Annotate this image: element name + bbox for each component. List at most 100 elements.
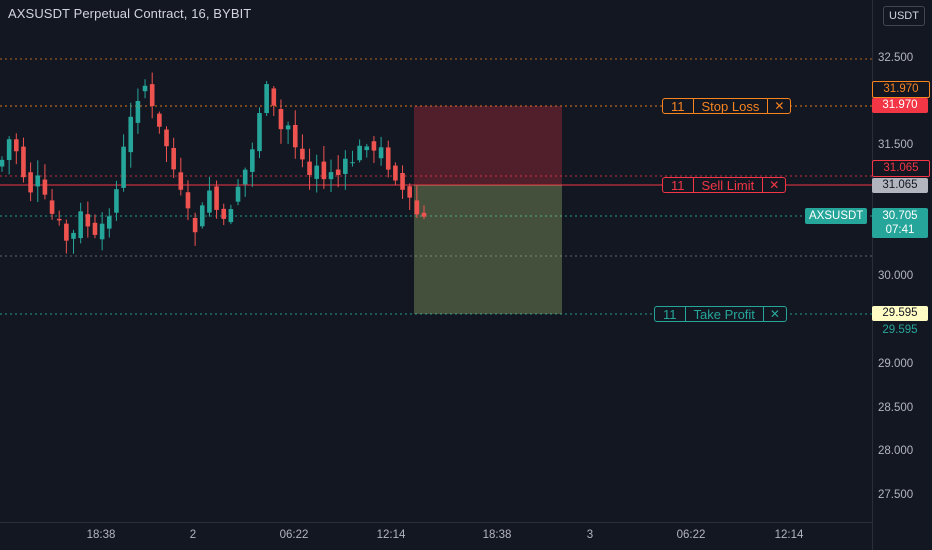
- take-profit-axis-label: 29.595: [872, 306, 928, 321]
- candle-body: [106, 216, 112, 229]
- candle-body: [171, 147, 176, 170]
- candle-body: [228, 209, 234, 223]
- stop-loss-order[interactable]: 11 Stop Loss ✕: [662, 98, 792, 114]
- stop-loss-qty[interactable]: 11: [663, 99, 694, 114]
- candle-body: [292, 124, 298, 148]
- price-lines: [0, 58, 872, 315]
- sell-limit-qty[interactable]: 11: [663, 178, 694, 193]
- candle-body: [242, 169, 248, 185]
- price-tick: 28.000: [878, 445, 914, 457]
- candle-body: [207, 190, 212, 213]
- candle-body: [335, 169, 341, 176]
- candle-body: [264, 84, 269, 114]
- candle-body: [92, 222, 98, 235]
- price-chart[interactable]: [0, 0, 872, 522]
- candle-body: [99, 223, 105, 240]
- candle-body: [178, 172, 184, 190]
- price-axis[interactable]: [872, 0, 932, 550]
- candle-body: [149, 84, 155, 107]
- reward-zone: [414, 185, 562, 314]
- candle-body: [42, 179, 48, 195]
- candle-body: [64, 223, 69, 241]
- time-tick: 12:14: [774, 529, 804, 541]
- stop-loss-close-icon[interactable]: ✕: [767, 99, 790, 113]
- candle-body: [0, 159, 5, 167]
- candle-body: [300, 148, 305, 160]
- time-tick: 12:14: [376, 529, 406, 541]
- candle-body: [71, 232, 76, 239]
- candle-body: [250, 149, 255, 172]
- candles: [0, 72, 427, 254]
- price-tick: 27.500: [878, 489, 914, 501]
- candle-body: [128, 116, 134, 153]
- stop-loss-axis-label: 31.970: [872, 98, 928, 113]
- candle-body: [393, 165, 398, 181]
- candle-body: [343, 158, 348, 174]
- candle-body: [257, 113, 262, 152]
- price-tick: 30.000: [878, 270, 914, 282]
- candle-body: [278, 109, 284, 130]
- take-profit-axis-outline: 29.595: [882, 324, 918, 336]
- risk-zone: [414, 106, 562, 185]
- sell-limit-close-icon[interactable]: ✕: [762, 178, 785, 192]
- candle-body: [199, 205, 205, 227]
- candle-body: [307, 161, 312, 175]
- candle-body: [164, 129, 169, 147]
- price-tick: 29.000: [878, 358, 914, 370]
- candle-body: [185, 192, 191, 209]
- take-profit-close-icon[interactable]: ✕: [762, 307, 786, 321]
- candle-body: [414, 200, 420, 215]
- candle-body: [135, 100, 141, 123]
- stop-loss-label[interactable]: Stop Loss: [701, 98, 760, 114]
- candle-body: [142, 85, 148, 92]
- time-tick: 06:22: [676, 529, 706, 541]
- bar-countdown: 07:41: [885, 224, 915, 236]
- time-tick: 2: [189, 529, 197, 541]
- candle-body: [285, 125, 291, 130]
- take-profit-qty[interactable]: 11: [655, 307, 686, 322]
- candle-body: [314, 165, 320, 179]
- time-axis[interactable]: [0, 522, 872, 550]
- time-tick: 18:38: [86, 529, 116, 541]
- candle-body: [21, 146, 26, 178]
- last-price-label: 30.705 07:41: [872, 208, 928, 238]
- sell-limit-order[interactable]: 11 Sell Limit ✕: [662, 177, 787, 193]
- candle-body: [400, 173, 405, 190]
- candle-body: [78, 211, 83, 239]
- candle-body: [378, 147, 384, 159]
- candle-body: [14, 139, 19, 152]
- chart-title: AXSUSDT Perpetual Contract, 16, BYBIT: [8, 6, 252, 21]
- symbol-label: AXSUSDT: [805, 208, 868, 224]
- candle-body: [192, 217, 198, 233]
- candle-body: [157, 113, 162, 127]
- stop-loss-axis-outline: 31.970: [872, 81, 930, 98]
- candle-body: [35, 175, 41, 187]
- candle-body: [350, 162, 355, 164]
- candle-body: [271, 88, 277, 106]
- candle-body: [371, 141, 377, 151]
- candle-body: [114, 189, 119, 213]
- candle-body: [221, 208, 227, 219]
- currency-button[interactable]: USDT: [883, 6, 925, 26]
- candle-body: [407, 186, 412, 198]
- candle-body: [364, 146, 370, 151]
- take-profit-order[interactable]: 11 Take Profit ✕: [654, 306, 787, 322]
- candle-body: [28, 172, 33, 193]
- candle-body: [235, 186, 241, 202]
- sell-limit-label[interactable]: Sell Limit: [701, 177, 755, 193]
- last-price-value: 30.705: [882, 210, 918, 222]
- candle-body: [214, 186, 219, 210]
- candle-body: [421, 212, 427, 217]
- candle-body: [6, 139, 12, 161]
- candle-body: [56, 218, 62, 221]
- candle-body: [357, 145, 362, 161]
- price-tick: 31.500: [878, 139, 914, 151]
- candle-body: [385, 147, 391, 170]
- time-tick: 18:38: [482, 529, 512, 541]
- sell-limit-axis-outline: 31.065: [872, 160, 930, 177]
- take-profit-label[interactable]: Take Profit: [693, 306, 755, 322]
- candle-body: [85, 214, 91, 227]
- time-tick: 3: [586, 529, 594, 541]
- time-tick: 06:22: [279, 529, 309, 541]
- price-tick: 32.500: [878, 52, 914, 64]
